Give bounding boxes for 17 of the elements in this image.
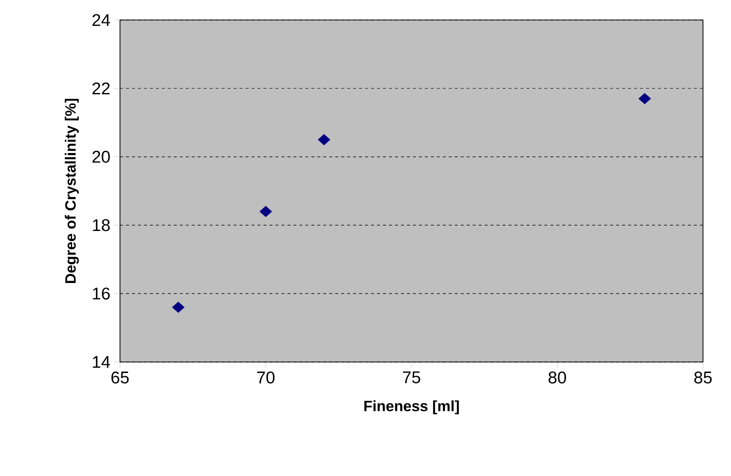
x-tick-label: 75 (402, 372, 420, 384)
x-tick-label: 80 (548, 372, 566, 384)
y-tick-label: 18 (92, 219, 110, 232)
x-tick-label: 70 (257, 372, 275, 384)
point (259, 206, 272, 218)
y-tick-label: 24 (92, 14, 110, 26)
y-tick-label: 14 (92, 356, 110, 368)
x-tick-label: 65 (111, 372, 129, 384)
x-tick-label: 85 (694, 372, 712, 384)
y-tick-label: 20 (92, 150, 110, 163)
x-axis-title: Fineness [ml] (364, 400, 459, 414)
point (172, 302, 185, 313)
y-axis-title: Degree of Crystallinity [%] (64, 98, 79, 283)
point (318, 134, 330, 146)
y-tick-label: 22 (92, 82, 110, 94)
point (638, 93, 651, 104)
y-tick-label: 16 (92, 288, 110, 300)
